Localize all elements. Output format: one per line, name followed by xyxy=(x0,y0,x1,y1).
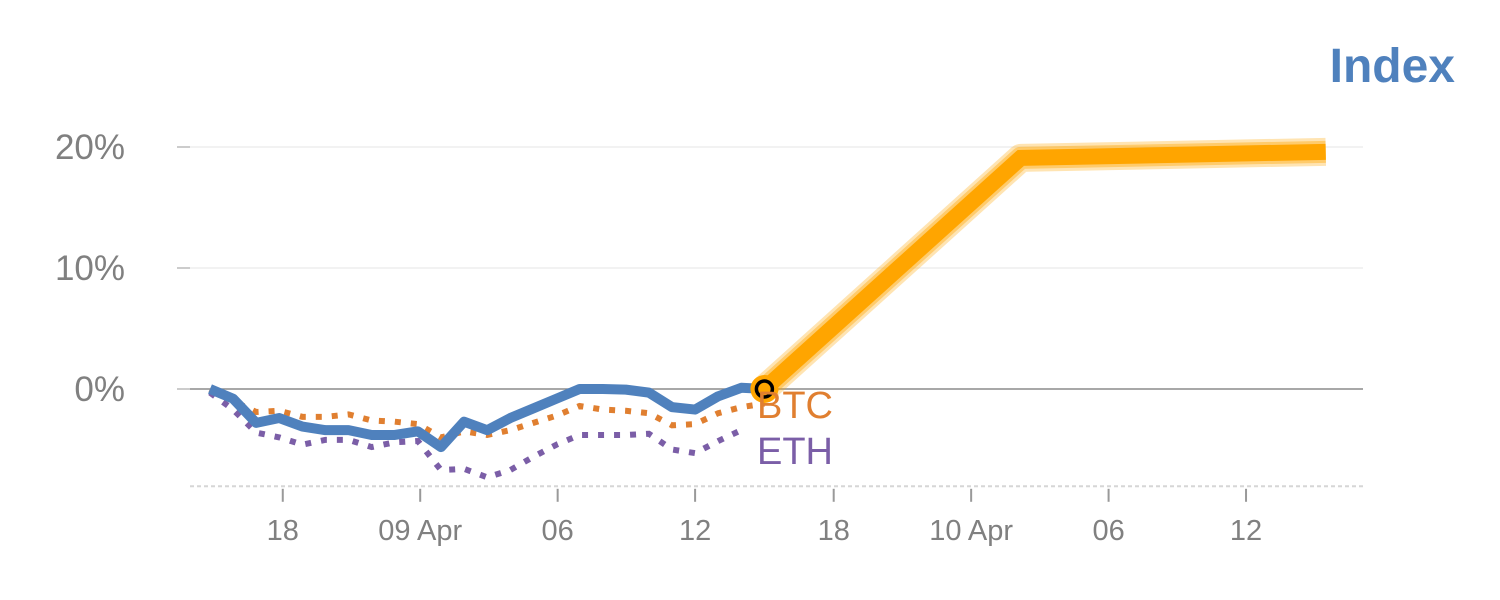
x-tick-label: 09 Apr xyxy=(378,515,462,547)
x-tick-label: 06 xyxy=(542,515,574,547)
y-axis: 0% 10% 20% xyxy=(55,128,190,409)
current-point-ring xyxy=(754,379,775,399)
x-tick-label: 12 xyxy=(679,515,711,547)
eth-label: ETH xyxy=(757,431,833,473)
projection-glow-inner xyxy=(757,140,1326,398)
x-tick-label: 18 xyxy=(267,515,299,547)
x-tick-label: 12 xyxy=(1230,515,1262,547)
btc-label: BTC xyxy=(757,385,833,427)
x-axis: 18 09 Apr 06 12 18 10 Apr 06 12 xyxy=(190,485,1365,547)
chart-title: Index xyxy=(1330,40,1456,93)
current-point-marker xyxy=(750,375,779,403)
projection-line xyxy=(759,143,1326,395)
x-tick-label: 06 xyxy=(1092,515,1124,547)
gridlines xyxy=(190,146,1363,390)
y-tick-label: 10% xyxy=(55,249,125,288)
y-tick-label: 20% xyxy=(55,128,125,167)
y-tick-label: 0% xyxy=(74,370,125,409)
projection-glow xyxy=(755,137,1327,400)
x-tick-label: 10 Apr xyxy=(929,515,1013,547)
index-line xyxy=(208,382,765,453)
x-tick-label: 18 xyxy=(818,515,850,547)
series-group xyxy=(208,137,1327,481)
